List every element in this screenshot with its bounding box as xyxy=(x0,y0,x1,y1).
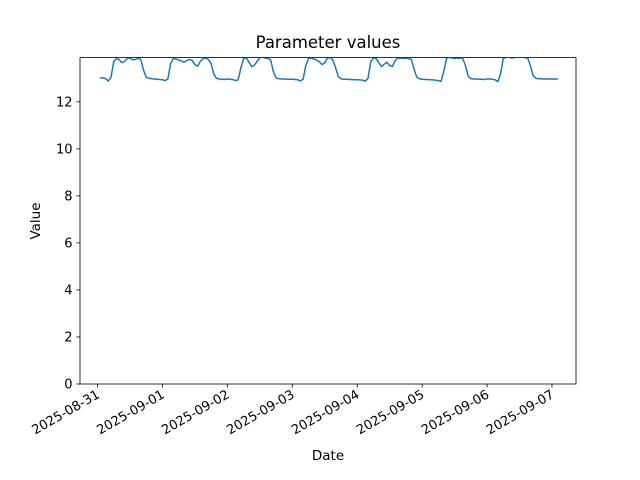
x-tick-label: 2025-09-04 xyxy=(289,387,362,438)
chart-title: Parameter values xyxy=(255,33,401,52)
x-tick-label: 2025-09-05 xyxy=(354,387,427,438)
y-axis-label: Value xyxy=(28,202,44,240)
y-tick-label: 6 xyxy=(64,236,72,251)
x-axis-label: Date xyxy=(311,448,345,464)
y-tick-label: 12 xyxy=(56,95,73,110)
x-tick-label: 2025-09-03 xyxy=(224,387,297,438)
x-tick-label: 2025-09-02 xyxy=(159,387,232,438)
y-tick-label: 10 xyxy=(56,142,73,157)
axes-frame xyxy=(79,57,577,385)
y-tick-label: 2 xyxy=(64,330,72,345)
data-line xyxy=(99,57,559,83)
y-tick-label: 0 xyxy=(64,378,72,393)
x-tick-label: 2025-09-01 xyxy=(95,387,168,438)
x-tick-label: 2025-09-06 xyxy=(419,387,492,438)
x-tick-label: 2025-09-07 xyxy=(484,387,557,438)
x-tick-label: 2025-08-31 xyxy=(30,387,103,438)
y-tick-label: 8 xyxy=(64,189,72,204)
y-tick-label: 4 xyxy=(64,283,72,298)
